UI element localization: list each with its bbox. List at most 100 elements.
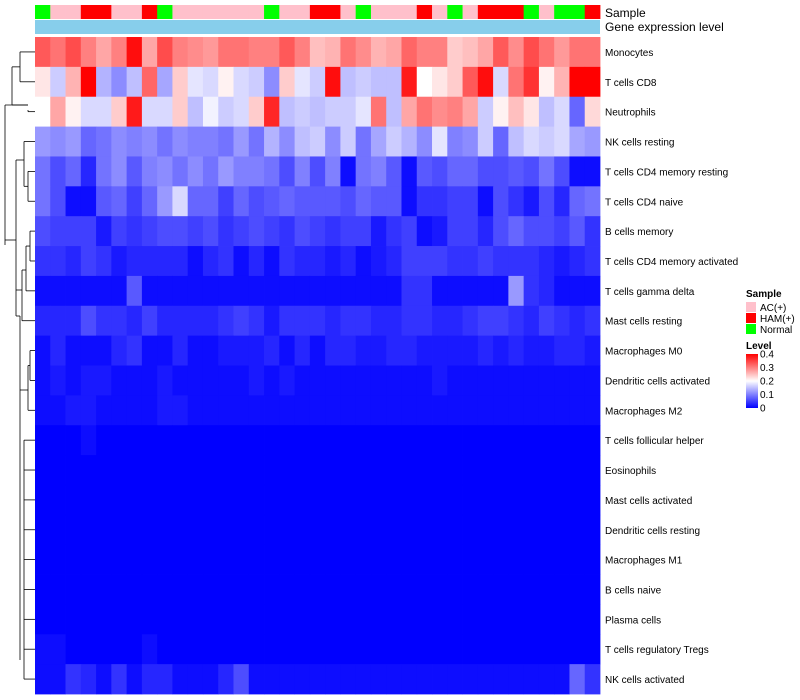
heatmap-cell xyxy=(96,37,112,68)
heatmap-cell xyxy=(523,484,540,516)
heatmap-cell xyxy=(279,425,295,456)
heatmap-cell xyxy=(157,275,173,307)
sample-legend-swatch xyxy=(746,302,756,312)
heatmap-cell xyxy=(523,305,540,337)
sample-annotation-cell xyxy=(401,5,418,19)
heatmap-cell xyxy=(233,604,250,635)
heatmap-cell xyxy=(218,664,234,695)
sample-annotation-cell xyxy=(569,5,586,19)
row-label: NK cells resting xyxy=(605,138,674,149)
heatmap-cell xyxy=(96,335,112,366)
heatmap-cell xyxy=(279,484,295,516)
level-legend-title: Level xyxy=(746,341,772,352)
heatmap-cell xyxy=(432,335,448,366)
heatmap-cell xyxy=(96,305,112,337)
heatmap-cell xyxy=(508,335,525,366)
heatmap-cell xyxy=(35,365,51,396)
heatmap-cell xyxy=(233,634,250,665)
heatmap-cell xyxy=(523,365,540,396)
heatmap-cell xyxy=(538,664,555,695)
heatmap-cell xyxy=(401,365,418,396)
heatmap-cell xyxy=(294,634,311,665)
row-label: T cells CD4 naive xyxy=(605,197,684,208)
heatmap-cell xyxy=(111,604,128,635)
heatmap-cell xyxy=(386,305,402,337)
heatmap-cell xyxy=(80,664,97,695)
heatmap-cell xyxy=(172,66,189,98)
sample-annotation-cell xyxy=(584,5,601,19)
heatmap-cell xyxy=(370,96,387,127)
heatmap-cell xyxy=(355,664,372,695)
heatmap-cell xyxy=(554,37,570,68)
heatmap-cell xyxy=(416,544,433,575)
heatmap-cell xyxy=(111,365,128,396)
heatmap-cell xyxy=(172,96,189,127)
heatmap-cell xyxy=(35,634,51,665)
heatmap-cell xyxy=(493,126,509,157)
row-label: T cells CD4 memory activated xyxy=(605,257,738,268)
heatmap-cell xyxy=(554,634,570,665)
heatmap-cell xyxy=(584,604,601,635)
heatmap-cell xyxy=(218,604,234,635)
heatmap-cell xyxy=(325,275,341,307)
heatmap-cell xyxy=(584,514,601,546)
sample-annotation-cell xyxy=(111,5,128,19)
heatmap-cell xyxy=(477,126,494,157)
heatmap-cell xyxy=(111,544,128,575)
heatmap-cell xyxy=(126,455,143,486)
heatmap-cell xyxy=(157,484,173,516)
heatmap-cell xyxy=(65,455,82,486)
heatmap-cell xyxy=(35,37,51,68)
heatmap-cell xyxy=(432,156,448,187)
heatmap-cell xyxy=(35,544,51,575)
heatmap-cell xyxy=(370,664,387,695)
heatmap-cell xyxy=(80,305,97,337)
row-label: Mast cells activated xyxy=(605,496,692,507)
heatmap-cell xyxy=(248,96,265,127)
heatmap-cell xyxy=(141,305,158,337)
heatmap-cell xyxy=(264,664,280,695)
heatmap-cell xyxy=(416,425,433,456)
heatmap-cell xyxy=(462,37,479,68)
sample-annotation-cell xyxy=(416,5,433,19)
heatmap-cell xyxy=(80,96,97,127)
heatmap-cell xyxy=(523,126,540,157)
heatmap-cell xyxy=(65,66,82,98)
heatmap-cell xyxy=(35,156,51,187)
heatmap-cell xyxy=(80,574,97,605)
heatmap-cell xyxy=(477,246,494,277)
heatmap-cell xyxy=(493,395,509,426)
heatmap-cell xyxy=(50,156,66,187)
heatmap-cell xyxy=(65,544,82,575)
heatmap-cell xyxy=(493,365,509,396)
heatmap-cell xyxy=(264,455,280,486)
heatmap-cell xyxy=(325,365,341,396)
heatmap-cell xyxy=(523,514,540,546)
heatmap-cell xyxy=(264,365,280,396)
heatmap-cell xyxy=(325,335,341,366)
heatmap-cell xyxy=(538,246,555,277)
heatmap-cell xyxy=(493,514,509,546)
heatmap-cell xyxy=(554,395,570,426)
heatmap-cell xyxy=(65,574,82,605)
sample-legend-title: Sample xyxy=(746,289,782,300)
heatmap-cell xyxy=(233,514,250,546)
heatmap-cell xyxy=(477,514,494,546)
heatmap-cell xyxy=(172,186,189,217)
heatmap-cell xyxy=(111,484,128,516)
heatmap-cell xyxy=(279,37,295,68)
heatmap-cell xyxy=(50,216,66,247)
heatmap-cell xyxy=(233,425,250,456)
heatmap-cell xyxy=(340,275,357,307)
heatmap-cell xyxy=(126,305,143,337)
heatmap-cell xyxy=(401,275,418,307)
heatmap-cell xyxy=(462,484,479,516)
heatmap-cell xyxy=(477,37,494,68)
heatmap-cell xyxy=(187,574,204,605)
heatmap-cell xyxy=(141,156,158,187)
heatmap-cell xyxy=(370,365,387,396)
heatmap-cell xyxy=(172,365,189,396)
heatmap-cell xyxy=(447,484,463,516)
heatmap-cell xyxy=(432,126,448,157)
heatmap-cell xyxy=(187,514,204,546)
